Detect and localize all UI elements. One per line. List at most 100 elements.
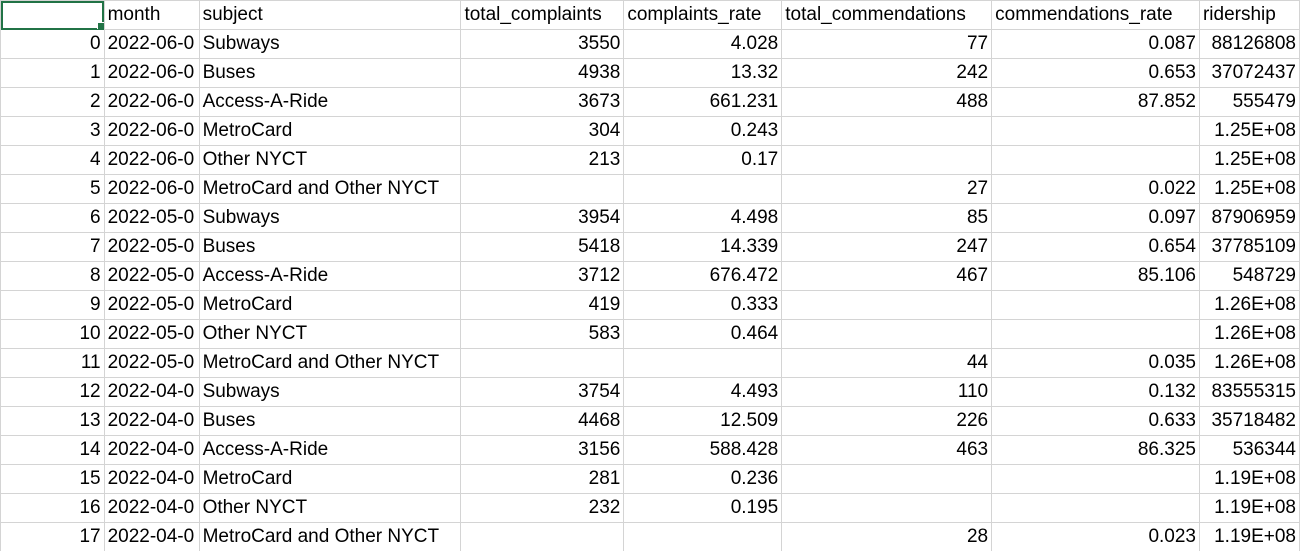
- cell-total-commendations[interactable]: [781, 290, 993, 320]
- cell-subject[interactable]: Buses: [198, 58, 462, 88]
- cell-index[interactable]: 14: [0, 435, 105, 465]
- cell-ridership[interactable]: 1.19E+08: [1198, 464, 1300, 494]
- cell-subject[interactable]: MetroCard: [198, 290, 462, 320]
- cell-total-commendations[interactable]: 467: [781, 261, 993, 291]
- cell-commendations-rate[interactable]: 0.633: [991, 406, 1200, 436]
- cell-complaints-rate[interactable]: 0.17: [623, 145, 783, 175]
- cell-ridership[interactable]: 1.26E+08: [1198, 348, 1300, 378]
- cell-month[interactable]: 2022-06-0: [103, 116, 200, 146]
- cell-index[interactable]: 13: [0, 406, 105, 436]
- cell-commendations-rate[interactable]: [991, 116, 1200, 146]
- cell-ridership[interactable]: 88126808: [1198, 29, 1300, 59]
- cell-total-complaints[interactable]: 3954: [460, 203, 625, 233]
- cell-subject[interactable]: Other NYCT: [198, 493, 462, 523]
- cell-ridership[interactable]: 555479: [1198, 87, 1300, 117]
- cell-ridership[interactable]: 1.25E+08: [1198, 116, 1300, 146]
- cell-commendations-rate[interactable]: [991, 493, 1200, 523]
- cell-total-commendations[interactable]: [781, 464, 993, 494]
- cell-ridership[interactable]: 83555315: [1198, 377, 1300, 407]
- cell-month[interactable]: 2022-06-0: [103, 29, 200, 59]
- cell-complaints-rate[interactable]: 0.243: [623, 116, 783, 146]
- cell-total-complaints[interactable]: 4938: [460, 58, 625, 88]
- cell-total-complaints[interactable]: 3156: [460, 435, 625, 465]
- cell-complaints-rate[interactable]: 4.493: [623, 377, 783, 407]
- header-cell-month[interactable]: month: [103, 0, 200, 30]
- cell-total-complaints[interactable]: 4468: [460, 406, 625, 436]
- cell-month[interactable]: 2022-04-0: [103, 464, 200, 494]
- cell-commendations-rate[interactable]: 0.097: [991, 203, 1200, 233]
- cell-total-commendations[interactable]: [781, 319, 993, 349]
- cell-total-complaints[interactable]: 3673: [460, 87, 625, 117]
- cell-ridership[interactable]: 1.19E+08: [1198, 522, 1300, 551]
- cell-total-commendations[interactable]: 488: [781, 87, 993, 117]
- cell-total-commendations[interactable]: 44: [781, 348, 993, 378]
- cell-complaints-rate[interactable]: 661.231: [623, 87, 783, 117]
- cell-subject[interactable]: Subways: [198, 377, 462, 407]
- cell-total-commendations[interactable]: 226: [781, 406, 993, 436]
- cell-month[interactable]: 2022-05-0: [103, 203, 200, 233]
- cell-total-commendations[interactable]: 110: [781, 377, 993, 407]
- cell-ridership[interactable]: 548729: [1198, 261, 1300, 291]
- cell-index[interactable]: 1: [0, 58, 105, 88]
- cell-complaints-rate[interactable]: 676.472: [623, 261, 783, 291]
- cell-total-complaints[interactable]: 3550: [460, 29, 625, 59]
- cell-complaints-rate[interactable]: 4.498: [623, 203, 783, 233]
- cell-complaints-rate[interactable]: [623, 348, 783, 378]
- cell-commendations-rate[interactable]: [991, 145, 1200, 175]
- cell-ridership[interactable]: 37072437: [1198, 58, 1300, 88]
- cell-complaints-rate[interactable]: 0.195: [623, 493, 783, 523]
- header-cell-commendations-rate[interactable]: commendations_rate: [991, 0, 1200, 30]
- cell-index[interactable]: 16: [0, 493, 105, 523]
- cell-total-complaints[interactable]: [460, 348, 625, 378]
- cell-subject[interactable]: Buses: [198, 406, 462, 436]
- cell-complaints-rate[interactable]: 588.428: [623, 435, 783, 465]
- cell-subject[interactable]: Access-A-Ride: [198, 261, 462, 291]
- cell-index[interactable]: 5: [0, 174, 105, 204]
- cell-complaints-rate[interactable]: [623, 522, 783, 551]
- cell-ridership[interactable]: 37785109: [1198, 232, 1300, 262]
- cell-index[interactable]: 17: [0, 522, 105, 551]
- cell-complaints-rate[interactable]: 13.32: [623, 58, 783, 88]
- cell-commendations-rate[interactable]: 0.132: [991, 377, 1200, 407]
- cell-commendations-rate[interactable]: 0.653: [991, 58, 1200, 88]
- cell-month[interactable]: 2022-04-0: [103, 493, 200, 523]
- header-cell-ridership[interactable]: ridership: [1198, 0, 1300, 30]
- cell-index[interactable]: 6: [0, 203, 105, 233]
- cell-subject[interactable]: Other NYCT: [198, 145, 462, 175]
- cell-month[interactable]: 2022-04-0: [103, 406, 200, 436]
- header-cell-complaints-rate[interactable]: complaints_rate: [623, 0, 783, 30]
- cell-total-complaints[interactable]: 583: [460, 319, 625, 349]
- header-cell-total-commendations[interactable]: total_commendations: [781, 0, 993, 30]
- cell-ridership[interactable]: 536344: [1198, 435, 1300, 465]
- cell-commendations-rate[interactable]: [991, 464, 1200, 494]
- cell-index[interactable]: 15: [0, 464, 105, 494]
- cell-total-complaints[interactable]: 304: [460, 116, 625, 146]
- cell-index[interactable]: 10: [0, 319, 105, 349]
- cell-index[interactable]: 12: [0, 377, 105, 407]
- cell-total-commendations[interactable]: 463: [781, 435, 993, 465]
- cell-month[interactable]: 2022-06-0: [103, 87, 200, 117]
- cell-index[interactable]: 11: [0, 348, 105, 378]
- cell-month[interactable]: 2022-05-0: [103, 290, 200, 320]
- cell-total-complaints[interactable]: 213: [460, 145, 625, 175]
- cell-month[interactable]: 2022-06-0: [103, 174, 200, 204]
- cell-complaints-rate[interactable]: 14.339: [623, 232, 783, 262]
- cell-month[interactable]: 2022-06-0: [103, 145, 200, 175]
- cell-commendations-rate[interactable]: 0.654: [991, 232, 1200, 262]
- cell-subject[interactable]: MetroCard: [198, 116, 462, 146]
- cell-total-complaints[interactable]: 281: [460, 464, 625, 494]
- cell-total-complaints[interactable]: 419: [460, 290, 625, 320]
- cell-subject[interactable]: Other NYCT: [198, 319, 462, 349]
- cell-month[interactable]: 2022-04-0: [103, 435, 200, 465]
- cell-commendations-rate[interactable]: 85.106: [991, 261, 1200, 291]
- cell-complaints-rate[interactable]: 0.236: [623, 464, 783, 494]
- cell-month[interactable]: 2022-05-0: [103, 319, 200, 349]
- cell-subject[interactable]: Access-A-Ride: [198, 87, 462, 117]
- cell-index[interactable]: 4: [0, 145, 105, 175]
- cell-complaints-rate[interactable]: 12.509: [623, 406, 783, 436]
- cell-total-commendations[interactable]: [781, 116, 993, 146]
- cell-commendations-rate[interactable]: 0.022: [991, 174, 1200, 204]
- cell-total-commendations[interactable]: [781, 145, 993, 175]
- cell-commendations-rate[interactable]: 87.852: [991, 87, 1200, 117]
- cell-commendations-rate[interactable]: 0.087: [991, 29, 1200, 59]
